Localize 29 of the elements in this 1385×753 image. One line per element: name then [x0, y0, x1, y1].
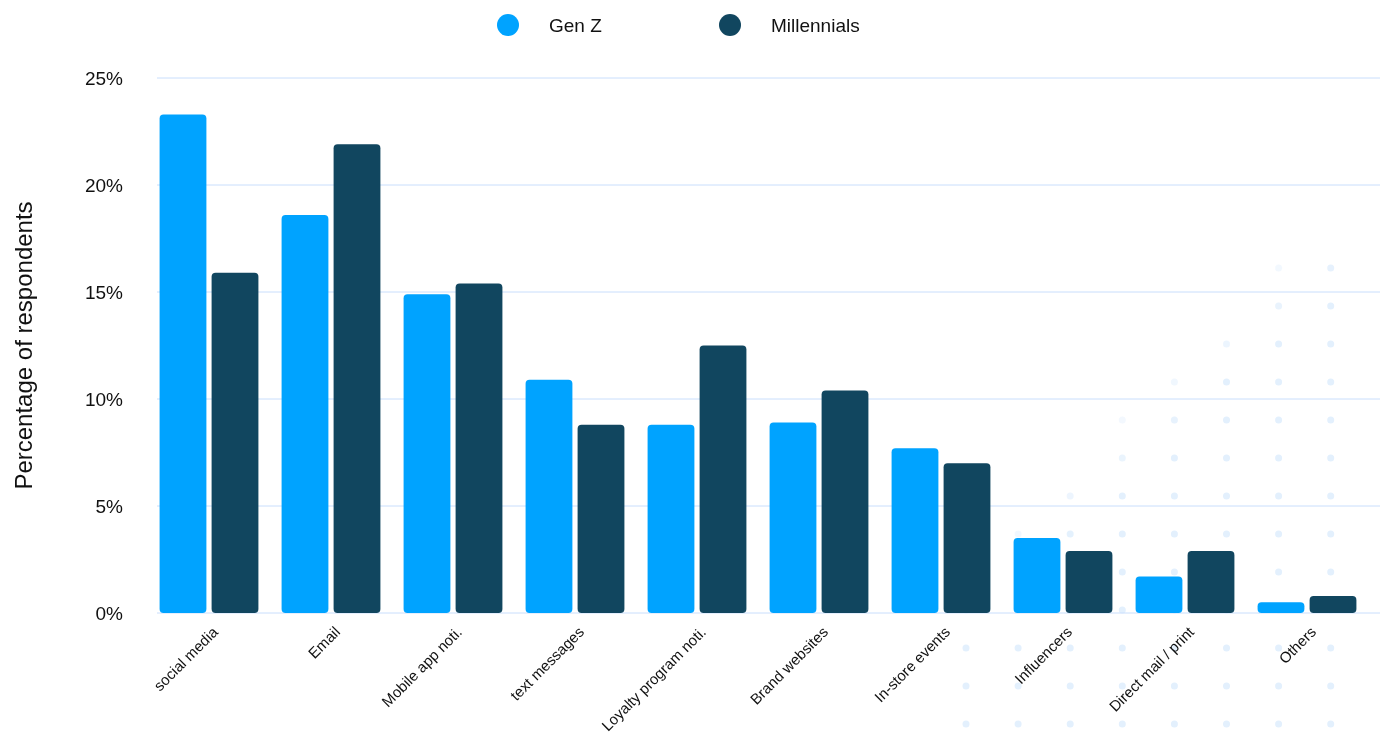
bar — [1065, 550, 1113, 613]
y-tick-label: 5% — [95, 495, 124, 517]
bar — [159, 114, 207, 613]
bar — [1135, 576, 1183, 613]
legend-label: Millennials — [771, 14, 860, 36]
y-tick-label: 25% — [84, 67, 124, 89]
y-tick-label: 10% — [84, 388, 124, 410]
bar — [281, 214, 329, 613]
legend-label: Gen Z — [549, 14, 603, 36]
y-tick-label: 15% — [84, 281, 124, 303]
bar — [699, 345, 747, 613]
bar — [1257, 602, 1305, 613]
y-tick-label: 20% — [84, 174, 124, 196]
bar — [821, 390, 869, 613]
bar — [333, 144, 381, 613]
bar — [943, 463, 991, 613]
bar — [403, 294, 451, 613]
bar — [455, 283, 503, 613]
bar — [1013, 538, 1061, 613]
y-axis-title: Percentage of respondents — [10, 201, 37, 490]
bar — [647, 424, 695, 613]
bar — [211, 272, 259, 613]
bar — [769, 422, 817, 613]
bar — [577, 424, 625, 613]
bar — [1309, 595, 1357, 613]
bar — [1187, 550, 1235, 613]
y-tick-label: 0% — [95, 602, 124, 624]
bar — [525, 379, 573, 613]
bar — [891, 448, 939, 613]
